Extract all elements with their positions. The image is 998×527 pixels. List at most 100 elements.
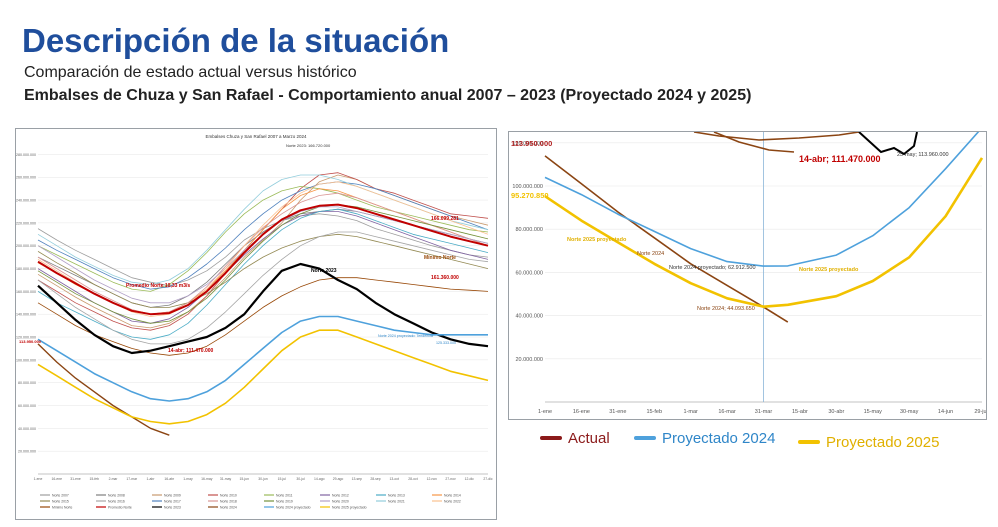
x-tick-label: 15-feb [646, 409, 662, 415]
y-tick-label: 20.000.000 [515, 357, 543, 363]
x-tick-label: 27-nov [445, 477, 456, 481]
x-tick-label: 1-ene [538, 409, 552, 415]
series-line [37, 277, 489, 356]
x-tick-label: 15-may [864, 409, 883, 415]
x-tick-label: 1-abr [147, 477, 156, 481]
legend-actual-swatch [540, 436, 562, 440]
x-tick-label: 13-sep [352, 477, 362, 481]
n2024-min-label: Norte 2024; 44.093.650 [697, 306, 755, 312]
start-actual-value: 113.950.000 [511, 139, 552, 148]
legend-label: Norte 2011 [276, 493, 293, 497]
x-tick-label: 31-may [220, 477, 232, 481]
legend-label: Norte 2024 proyectado [276, 505, 311, 509]
date-marker: 14-abr; 111.470.000 [168, 348, 214, 354]
y-tick-label: 80.000.000 [18, 381, 36, 385]
series-line [37, 181, 489, 317]
promedio-annotation: Promedio Norte 10,33 m3/s [126, 283, 190, 289]
x-tick-label: 16-ene [51, 477, 62, 481]
legend-label: Norte 2025 proyectado [332, 505, 367, 509]
x-tick-label: 28-sep [370, 477, 380, 481]
legend-actual: Actual [540, 428, 610, 448]
series-line [544, 127, 983, 267]
legend-label: Norte 2023 [164, 505, 181, 509]
x-tick-label: 1-ene [34, 477, 43, 481]
x-tick-label: 13-oct [390, 477, 399, 481]
series-line [37, 213, 489, 287]
legend-proj2025-swatch [798, 440, 820, 444]
history-curve-top [693, 131, 860, 141]
x-tick-label: 15-feb [89, 477, 99, 481]
x-tick-label: 16-ene [573, 409, 590, 415]
x-tick-label: 2-mar [109, 477, 119, 481]
y-tick-label: 60.000.000 [515, 270, 543, 276]
page-title: Descripción de la situación [22, 22, 450, 59]
series-line [544, 155, 789, 323]
x-tick-label: 30-abr [828, 409, 844, 415]
x-tick-label: 29-ago [333, 477, 344, 481]
x-tick-label: 31-ene [609, 409, 626, 415]
series-line [37, 329, 489, 425]
x-tick-label: 1-mar [683, 409, 698, 415]
start-2025-value: 95.270.850 [511, 191, 549, 200]
x-tick-label: 15-abr [792, 409, 808, 415]
series-line [37, 192, 489, 315]
historical-chart-panel: Embalses Chuza y San Rafael 2007 a Marzo… [15, 128, 497, 520]
history-curve-top [713, 131, 795, 153]
x-tick-label: 30-jul [296, 477, 305, 481]
x-tick-label: 14-jun [938, 409, 953, 415]
x-tick-label: 30-jun [258, 477, 268, 481]
series-line [37, 315, 488, 402]
may-value: 25-may; 113.960.000 [897, 152, 949, 158]
norte-2023-annotation: Norte 2023 [311, 268, 337, 274]
series-line [37, 262, 489, 355]
y-tick-label: 20.000.000 [18, 450, 36, 454]
y-tick-label: 80.000.000 [515, 227, 543, 233]
y-tick-label: 140.000.000 [16, 313, 36, 317]
x-tick-label: 31-mar [755, 409, 773, 415]
series-line [37, 172, 489, 331]
left-value: 113.950.000 [19, 339, 42, 344]
legend-proj2024-swatch [634, 436, 656, 440]
x-tick-label: 14-ago [314, 477, 325, 481]
historical-chart: Embalses Chuza y San Rafael 2007 a Marzo… [16, 134, 493, 509]
chart-heading: Embalses de Chuza y San Rafael - Comport… [24, 87, 752, 104]
legend-label: Norte 2007 [52, 493, 69, 497]
x-tick-label: 12-dic [465, 477, 475, 481]
legend-label: Norte 2008 [108, 493, 125, 497]
projection-chart-panel: 20.000.000 40.000.000 60.000.000 80.000.000… [508, 127, 990, 420]
right-value: 166.099.281 [431, 216, 459, 222]
y-tick-label: 100.000.000 [16, 358, 36, 362]
series-line [37, 231, 489, 345]
legend-proj2024-label: Proyectado 2024 [662, 429, 776, 447]
series-line [37, 343, 170, 436]
page-subtitle: Comparación de estado actual versus hist… [24, 64, 357, 81]
y-tick-label: 40.000.000 [515, 314, 543, 320]
x-tick-label: 29-jun [974, 409, 986, 415]
legend-proj2025: Proyectado 2025 [798, 432, 939, 452]
n2025-proy-label: Norte 2025 proyectado [799, 267, 859, 273]
legend-label: Norte 2019 [276, 499, 293, 503]
x-tick-label: 17-mar [126, 477, 138, 481]
x-tick-label: 16-may [201, 477, 213, 481]
x-tick-label: 16-abr [164, 477, 175, 481]
legend-label: Norte 2018 [220, 499, 237, 503]
legend-proj2024: Proyectado 2024 [634, 428, 775, 448]
x-tick-label: 15-jun [240, 477, 250, 481]
x-tick-label: 16-mar [718, 409, 736, 415]
y-tick-label: 280.000.000 [16, 153, 36, 157]
legend-label: Norte 2017 [164, 499, 181, 503]
series-line [37, 174, 489, 329]
legend-label: Mínimo Norte [52, 505, 72, 509]
legend-label: Norte 2010 [220, 493, 237, 497]
proyectado-annotation: Norte 2024 proyectado: Tendencia [378, 334, 433, 338]
y-tick-label: 200.000.000 [16, 244, 36, 248]
legend-label: Promedio Norte [108, 505, 132, 509]
x-tick-label: 27-dic [483, 477, 493, 481]
n2025-label: Norte 2025 proyectado [567, 237, 627, 243]
y-tick-label: 120.000.000 [16, 336, 36, 340]
x-tick-label: 31-ene [70, 477, 81, 481]
minimo-annotation: Mínimo Norte [424, 255, 456, 261]
date-marker: 14-abr; 111.470.000 [799, 154, 881, 164]
legend-actual-label: Actual [568, 429, 610, 447]
n2024-label: Norte 2024 [637, 251, 664, 257]
